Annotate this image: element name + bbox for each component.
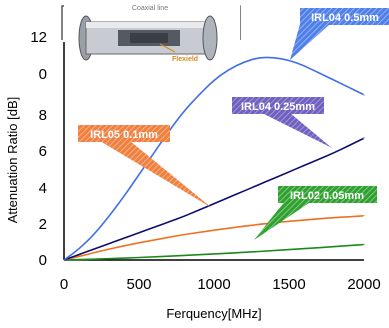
y-axis-title: Attenuation Ratio [dB] — [5, 97, 20, 223]
callout-pointer — [290, 24, 330, 60]
coaxial-line-label: Coaxial line — [132, 5, 168, 12]
x-tick-label: 500 — [126, 276, 151, 293]
y-tick-label: 0 — [39, 252, 47, 269]
series-line-irl04-025 — [63, 137, 365, 261]
y-tick-label: 4 — [39, 180, 47, 197]
y-tick-label: 2 — [39, 216, 47, 233]
x-tick-label: 1000 — [197, 276, 230, 293]
series-line-irl04-05 — [63, 56, 365, 261]
x-tick-label: 0 — [60, 276, 68, 293]
x-axis-title: Ferquency[MHz] — [166, 306, 261, 321]
callout-label: IRL05 0.1mm — [90, 129, 158, 141]
series-group — [63, 56, 365, 261]
callout-irl04-05: IRL04 0.5mm — [290, 8, 389, 60]
y-tick-label: 0 — [39, 66, 47, 83]
callout-label: IRL04 0.5mm — [311, 12, 379, 24]
flexield-pointer — [159, 43, 176, 53]
y-tick-labels: 0 2 4 6 8 0 12 — [30, 29, 47, 269]
coaxial-line-image — [78, 15, 218, 61]
callout-label: IRL02 0.05mm — [290, 190, 364, 202]
inset-illustration: Coaxial line Flexield — [61, 0, 241, 82]
x-tick-label: 1500 — [272, 276, 305, 293]
callout-pointer — [100, 141, 212, 208]
flexield-label: Flexield — [172, 56, 198, 63]
y-tick-label: 12 — [30, 29, 47, 46]
callout-irl05-01: IRL05 0.1mm — [78, 125, 212, 208]
callout-box — [78, 125, 170, 142]
callout-box — [278, 186, 377, 203]
y-tick-label: 6 — [39, 143, 47, 160]
x-tick-label: 2000 — [347, 276, 380, 293]
callout-box — [300, 8, 389, 25]
callout-pointer — [262, 113, 332, 148]
callout-label: IRL04 0.25mm — [241, 101, 315, 113]
callout-pointer — [254, 201, 312, 240]
series-line-irl05-01 — [63, 215, 365, 261]
y-tick-label: 8 — [39, 107, 47, 124]
x-tick-labels: 0 500 1000 1500 2000 — [60, 276, 381, 293]
callout-irl04-025: IRL04 0.25mm — [232, 97, 332, 148]
callout-irl02-005: IRL02 0.05mm — [254, 186, 377, 240]
callout-box — [232, 97, 324, 114]
series-line-irl02-005 — [63, 243, 365, 261]
